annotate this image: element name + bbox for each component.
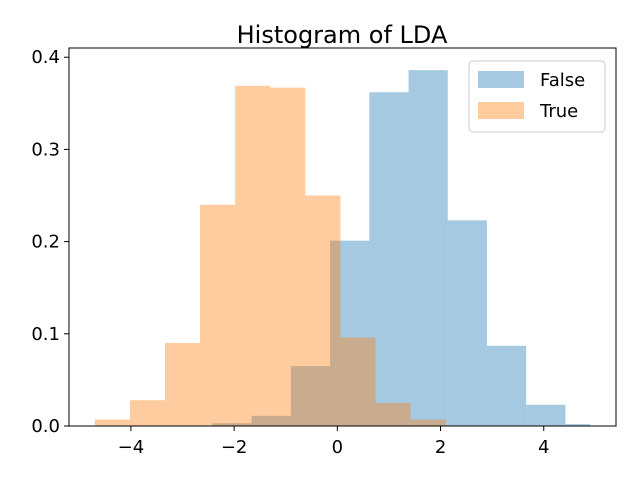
x-tick-label: −4 [118, 437, 145, 458]
bar-false-4 [369, 92, 409, 426]
x-tick-label: −2 [221, 437, 248, 458]
legend: False True [468, 60, 606, 133]
bar-true-0 [94, 419, 130, 426]
y-tick-label: 0.4 [31, 47, 60, 68]
bar-true-1 [129, 400, 165, 426]
y-tick-label: 0.1 [31, 324, 60, 345]
bar-true-6 [305, 195, 341, 426]
bar-true-8 [375, 402, 411, 426]
y-axis: 0.0 0.1 0.2 0.3 0.4 [31, 47, 69, 437]
x-tick-label: 2 [435, 437, 446, 458]
bar-true-5 [270, 87, 306, 426]
y-tick-label: 0.3 [31, 139, 60, 160]
bar-true-4 [235, 85, 271, 427]
plot-area [94, 70, 591, 427]
bar-false-9 [565, 424, 591, 426]
legend-swatch-false [478, 71, 524, 88]
bar-true-7 [340, 337, 376, 426]
legend-swatch-true [478, 102, 524, 119]
bar-false-5 [408, 70, 448, 426]
bar-true-3 [200, 204, 236, 426]
y-tick-label: 0.2 [31, 232, 60, 253]
legend-box [468, 60, 606, 133]
bar-false-1 [251, 415, 291, 426]
bar-false-7 [486, 345, 527, 426]
bar-true-2 [164, 343, 201, 426]
bar-false-8 [526, 404, 566, 426]
x-axis: −4 −2 0 2 4 [118, 426, 549, 458]
bar-false-0 [212, 423, 252, 426]
bar-true-9 [410, 419, 446, 426]
series-true [94, 85, 446, 427]
bar-false-2 [290, 366, 331, 426]
legend-label-true: True [539, 101, 578, 122]
x-tick-label: 4 [538, 437, 549, 458]
bar-false-6 [447, 220, 487, 426]
x-tick-label: 0 [332, 437, 343, 458]
y-tick-label: 0.0 [31, 416, 60, 437]
chart-title: Histogram of LDA [237, 21, 448, 49]
legend-label-false: False [540, 70, 585, 91]
axes-frame [68, 47, 617, 427]
series-false [212, 70, 591, 426]
bar-false-3 [330, 240, 370, 426]
